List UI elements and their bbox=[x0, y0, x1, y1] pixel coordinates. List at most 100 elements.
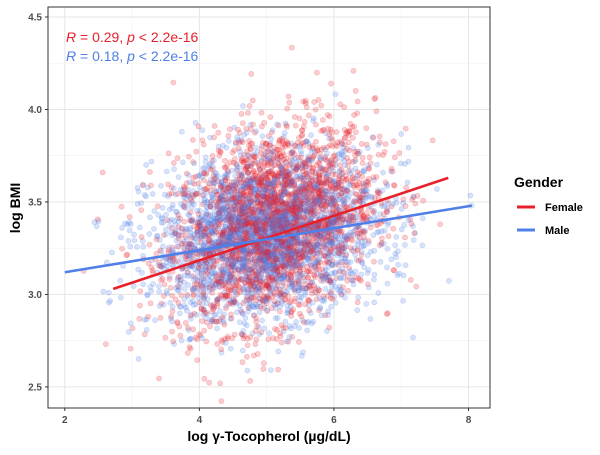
data-point-female bbox=[138, 289, 143, 294]
data-point-male bbox=[403, 263, 408, 268]
data-point-female bbox=[186, 154, 191, 159]
data-point-female bbox=[230, 222, 235, 227]
data-point-female bbox=[255, 351, 260, 356]
data-point-male bbox=[275, 273, 280, 278]
data-point-female bbox=[379, 236, 384, 241]
data-point-male bbox=[251, 265, 256, 270]
data-point-female bbox=[359, 210, 364, 215]
data-point-female bbox=[183, 241, 188, 246]
data-point-female bbox=[438, 222, 443, 227]
data-point-male bbox=[365, 163, 370, 168]
data-point-male bbox=[118, 278, 123, 283]
data-point-male bbox=[295, 271, 300, 276]
data-point-female bbox=[253, 176, 258, 181]
data-point-male bbox=[241, 132, 246, 137]
data-point-female bbox=[391, 226, 396, 231]
data-point-female bbox=[296, 339, 301, 344]
data-point-female bbox=[292, 114, 297, 119]
data-point-male bbox=[365, 270, 370, 275]
data-point-female bbox=[260, 288, 265, 293]
data-point-female bbox=[175, 191, 180, 196]
data-point-female bbox=[282, 183, 287, 188]
data-point-male bbox=[385, 246, 390, 251]
data-point-male bbox=[151, 226, 156, 231]
data-point-male bbox=[190, 298, 195, 303]
data-point-male bbox=[141, 282, 146, 287]
data-point-male bbox=[237, 267, 242, 272]
data-point-male bbox=[169, 319, 174, 324]
data-point-male bbox=[251, 249, 256, 254]
data-point-female bbox=[320, 267, 325, 272]
data-point-female bbox=[100, 170, 105, 175]
data-point-male bbox=[132, 232, 137, 237]
data-point-female bbox=[289, 45, 294, 50]
data-point-female bbox=[353, 130, 358, 135]
data-point-male bbox=[299, 353, 304, 358]
data-point-female bbox=[250, 98, 255, 103]
data-point-female bbox=[335, 217, 340, 222]
data-point-female bbox=[270, 336, 275, 341]
data-point-male bbox=[210, 202, 215, 207]
data-point-male bbox=[242, 290, 247, 295]
data-point-female bbox=[332, 200, 337, 205]
data-point-male bbox=[332, 271, 337, 276]
data-point-male bbox=[170, 233, 175, 238]
data-point-female bbox=[366, 180, 371, 185]
data-point-female bbox=[185, 325, 190, 330]
data-point-male bbox=[385, 281, 390, 286]
data-point-female bbox=[139, 234, 144, 239]
data-point-female bbox=[137, 303, 142, 308]
data-point-female bbox=[364, 126, 369, 131]
data-point-male bbox=[298, 149, 303, 154]
data-point-male bbox=[282, 130, 287, 135]
data-point-male bbox=[341, 289, 346, 294]
data-point-female bbox=[266, 204, 271, 209]
data-point-female bbox=[235, 127, 240, 132]
data-point-male bbox=[259, 263, 264, 268]
data-point-female bbox=[225, 185, 230, 190]
data-point-female bbox=[359, 141, 364, 146]
data-point-male bbox=[333, 92, 338, 97]
data-point-male bbox=[311, 118, 316, 123]
data-point-female bbox=[250, 141, 255, 146]
data-point-female bbox=[270, 277, 275, 282]
data-point-male bbox=[446, 278, 451, 283]
data-point-female bbox=[202, 328, 207, 333]
data-point-female bbox=[147, 169, 152, 174]
data-point-female bbox=[139, 208, 144, 213]
data-point-male bbox=[399, 131, 404, 136]
data-point-male bbox=[209, 275, 214, 280]
data-point-male bbox=[420, 243, 425, 248]
data-point-female bbox=[300, 250, 305, 255]
data-point-female bbox=[150, 268, 155, 273]
data-point-female bbox=[236, 253, 241, 258]
data-point-female bbox=[128, 346, 133, 351]
data-point-male bbox=[292, 286, 297, 291]
data-point-male bbox=[149, 289, 154, 294]
data-point-female bbox=[271, 259, 276, 264]
data-point-male bbox=[301, 286, 306, 291]
data-point-female bbox=[167, 277, 172, 282]
data-point-female bbox=[307, 181, 312, 186]
data-point-male bbox=[224, 218, 229, 223]
data-point-female bbox=[351, 68, 356, 73]
data-point-male bbox=[289, 280, 294, 285]
data-point-female bbox=[202, 186, 207, 191]
data-point-female bbox=[170, 329, 175, 334]
data-point-male bbox=[180, 188, 185, 193]
data-point-female bbox=[194, 337, 199, 342]
data-point-female bbox=[256, 162, 261, 167]
data-point-male bbox=[266, 181, 271, 186]
data-point-female bbox=[389, 166, 394, 171]
data-point-male bbox=[237, 231, 242, 236]
data-point-female bbox=[256, 250, 261, 255]
data-point-female bbox=[297, 207, 302, 212]
data-point-female bbox=[229, 197, 234, 202]
data-point-male bbox=[380, 170, 385, 175]
data-point-male bbox=[365, 146, 370, 151]
data-point-female bbox=[345, 155, 350, 160]
data-point-female bbox=[245, 110, 250, 115]
data-point-female bbox=[242, 215, 247, 220]
data-point-female bbox=[268, 114, 273, 119]
